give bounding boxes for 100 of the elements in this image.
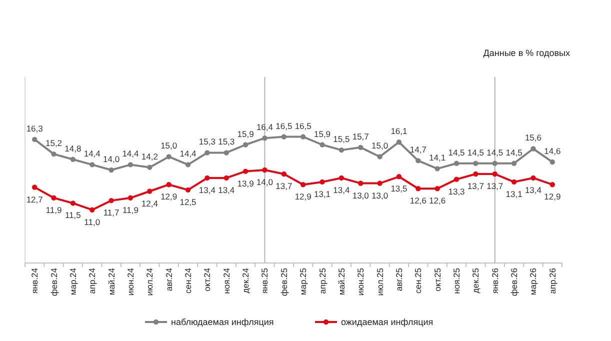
point bbox=[377, 180, 382, 186]
legend-label: наблюдаемая инфляция bbox=[171, 317, 274, 327]
data-label: 15,3 bbox=[218, 136, 235, 147]
data-label: 14,0 bbox=[256, 177, 274, 187]
point bbox=[108, 167, 114, 173]
data-label: 15,6 bbox=[524, 132, 542, 143]
data-label: 16,4 bbox=[256, 122, 274, 132]
data-label: 14,0 bbox=[103, 154, 120, 164]
data-label: 15,3 bbox=[198, 136, 216, 147]
point bbox=[434, 166, 440, 172]
data-label: 14,4 bbox=[180, 148, 197, 159]
x-tick-label: фев.24 bbox=[48, 268, 59, 296]
x-tick-label: мар.26 bbox=[528, 268, 538, 296]
x-tick-label: май.24 bbox=[106, 268, 116, 296]
point bbox=[262, 136, 268, 141]
data-label: 11,9 bbox=[46, 204, 62, 215]
x-tick-label: сен.25 bbox=[413, 268, 424, 294]
data-label: 16,3 bbox=[26, 123, 44, 134]
data-label: 15,0 bbox=[160, 140, 178, 151]
x-tick-label: окт.24 bbox=[202, 268, 212, 292]
data-label: 13,9 bbox=[237, 178, 254, 188]
data-label: 14,4 bbox=[84, 148, 101, 159]
point bbox=[454, 160, 460, 166]
data-label: 13,0 bbox=[352, 190, 370, 200]
point bbox=[242, 168, 248, 174]
data-label: 13,0 bbox=[372, 190, 388, 200]
x-tick-label: фев.25 bbox=[278, 268, 289, 296]
point bbox=[224, 150, 229, 156]
x-tick-label: авг.25 bbox=[394, 268, 404, 292]
point bbox=[128, 162, 134, 168]
x-tick-label: июн.24 bbox=[125, 268, 136, 296]
point bbox=[434, 186, 440, 192]
data-label: 13,1 bbox=[314, 188, 331, 199]
point bbox=[185, 187, 191, 193]
point bbox=[377, 154, 382, 160]
point bbox=[358, 144, 364, 150]
x-tick-label: ноя.24 bbox=[221, 268, 232, 294]
data-label: 14,8 bbox=[64, 143, 82, 154]
x-tick-label: мар.25 bbox=[298, 268, 308, 296]
point bbox=[492, 171, 498, 177]
point bbox=[511, 179, 517, 185]
data-label: 11,7 bbox=[103, 208, 120, 218]
data-label: 16,1 bbox=[390, 126, 408, 136]
data-label: 13,1 bbox=[506, 188, 523, 199]
point bbox=[300, 182, 306, 188]
point bbox=[204, 150, 210, 156]
point bbox=[281, 134, 287, 140]
data-label: 12,9 bbox=[544, 192, 561, 202]
x-tick-label: сен.24 bbox=[183, 268, 194, 294]
data-label: 11,5 bbox=[64, 210, 82, 220]
data-label: 12,6 bbox=[429, 196, 446, 206]
x-tick-label: янв.25 bbox=[260, 268, 270, 294]
point bbox=[70, 200, 76, 206]
data-label: 15,9 bbox=[314, 128, 331, 139]
data-label: 14,6 bbox=[544, 146, 561, 156]
point bbox=[32, 136, 38, 142]
point bbox=[338, 147, 344, 153]
data-label: 14,5 bbox=[486, 147, 504, 158]
data-label: 13,7 bbox=[467, 180, 484, 191]
point bbox=[90, 162, 95, 168]
data-label: 12,7 bbox=[26, 194, 44, 204]
point bbox=[147, 164, 152, 170]
x-tick-label: июн.25 bbox=[356, 268, 366, 296]
point bbox=[108, 198, 114, 204]
data-label: 16,5 bbox=[294, 120, 312, 131]
point bbox=[416, 158, 421, 164]
x-tick-label: дек.24 bbox=[240, 268, 251, 294]
point bbox=[242, 142, 248, 148]
point bbox=[416, 186, 421, 192]
data-label: 13,4 bbox=[218, 184, 235, 195]
x-tick-label: ноя.25 bbox=[452, 268, 462, 294]
point bbox=[147, 188, 152, 194]
x-tick-label: май.25 bbox=[336, 268, 346, 296]
x-tick-label: июл.24 bbox=[144, 268, 155, 296]
x-tick-label: окт.25 bbox=[432, 268, 442, 292]
point bbox=[396, 140, 402, 145]
data-label: 14,5 bbox=[448, 147, 466, 158]
point bbox=[204, 175, 210, 181]
point bbox=[281, 171, 287, 177]
point bbox=[550, 159, 556, 165]
x-tick-label: янв.26 bbox=[490, 268, 500, 294]
data-label: 15,0 bbox=[372, 140, 388, 151]
data-label: 13,3 bbox=[448, 186, 466, 196]
point bbox=[262, 167, 268, 173]
point bbox=[320, 142, 325, 148]
x-tick-label: мар.24 bbox=[68, 268, 78, 296]
x-tick-label: дек.25 bbox=[470, 268, 481, 294]
data-label: 12,5 bbox=[180, 196, 197, 207]
point bbox=[550, 182, 556, 188]
point bbox=[530, 146, 536, 152]
point bbox=[473, 160, 478, 166]
point bbox=[128, 195, 134, 200]
x-tick-label: апр.25 bbox=[317, 268, 328, 294]
data-label: 14,2 bbox=[141, 151, 158, 162]
x-tick-label: фев.26 bbox=[509, 268, 520, 296]
data-label: 15,5 bbox=[333, 134, 350, 144]
data-label: 13,7 bbox=[276, 180, 292, 191]
x-tick-label: июл.25 bbox=[374, 268, 385, 296]
data-label: 14,7 bbox=[410, 144, 427, 155]
data-label: 12,9 bbox=[294, 192, 312, 202]
